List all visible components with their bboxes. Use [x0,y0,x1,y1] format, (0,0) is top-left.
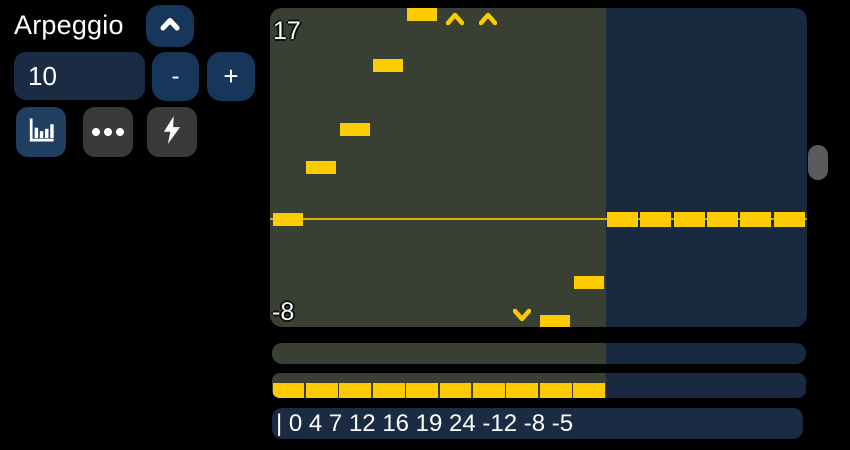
overflow-up-icon[interactable] [445,12,465,26]
gate-segment[interactable] [506,383,539,398]
gate-segment[interactable] [472,383,505,398]
y-min-label: -8 [272,298,295,326]
step-sequencer-chart[interactable]: 17 -8 [270,8,807,327]
step-bar[interactable] [373,59,404,73]
bar-chart-icon [26,115,56,150]
gate-segment[interactable] [573,383,605,398]
inactive-step-bar[interactable] [707,212,739,227]
step-bar[interactable] [339,123,370,137]
loop-range-active [272,343,606,364]
steps-count-input[interactable]: 10 [14,52,145,100]
inactive-step-bar[interactable] [773,212,805,227]
inactive-step-bar[interactable] [673,212,705,227]
vertical-scrollbar-handle[interactable] [808,145,828,180]
page-title: Arpeggio [14,10,124,40]
lightning-icon [159,115,185,150]
gate-segment[interactable] [372,383,405,398]
ellipsis-icon [92,128,124,136]
gate-segment[interactable] [439,383,472,398]
gate-segment[interactable] [539,383,572,398]
decrement-button[interactable]: - [152,52,199,101]
randomize-button[interactable] [147,107,197,157]
inactive-step-bar[interactable] [640,212,672,227]
gate-segment[interactable] [305,383,338,398]
inactive-step-bar[interactable] [607,212,638,227]
step-bar[interactable] [273,212,303,226]
zero-line [270,218,807,220]
bar-chart-view-button[interactable] [16,107,66,157]
values-readout[interactable]: | 0 4 7 12 16 19 24 -12 -8 -5 [272,408,803,439]
gate-segment[interactable] [339,383,372,398]
step-bar[interactable] [573,276,604,290]
inactive-step-bar[interactable] [740,212,772,227]
gate-lane[interactable] [272,373,806,398]
collapse-button[interactable] [146,5,194,47]
loop-range-bar[interactable] [272,343,806,364]
step-bar[interactable] [306,161,337,175]
gate-segment[interactable] [272,383,305,398]
overflow-down-icon[interactable] [512,308,532,322]
step-bar[interactable] [540,314,571,327]
overflow-up-icon[interactable] [479,12,498,26]
y-max-label: 17 [273,17,301,45]
increment-button[interactable]: + [207,52,255,101]
chevron-up-icon [157,13,183,40]
step-bar[interactable] [406,8,437,22]
gate-segment[interactable] [406,383,438,398]
more-options-button[interactable] [83,107,133,157]
